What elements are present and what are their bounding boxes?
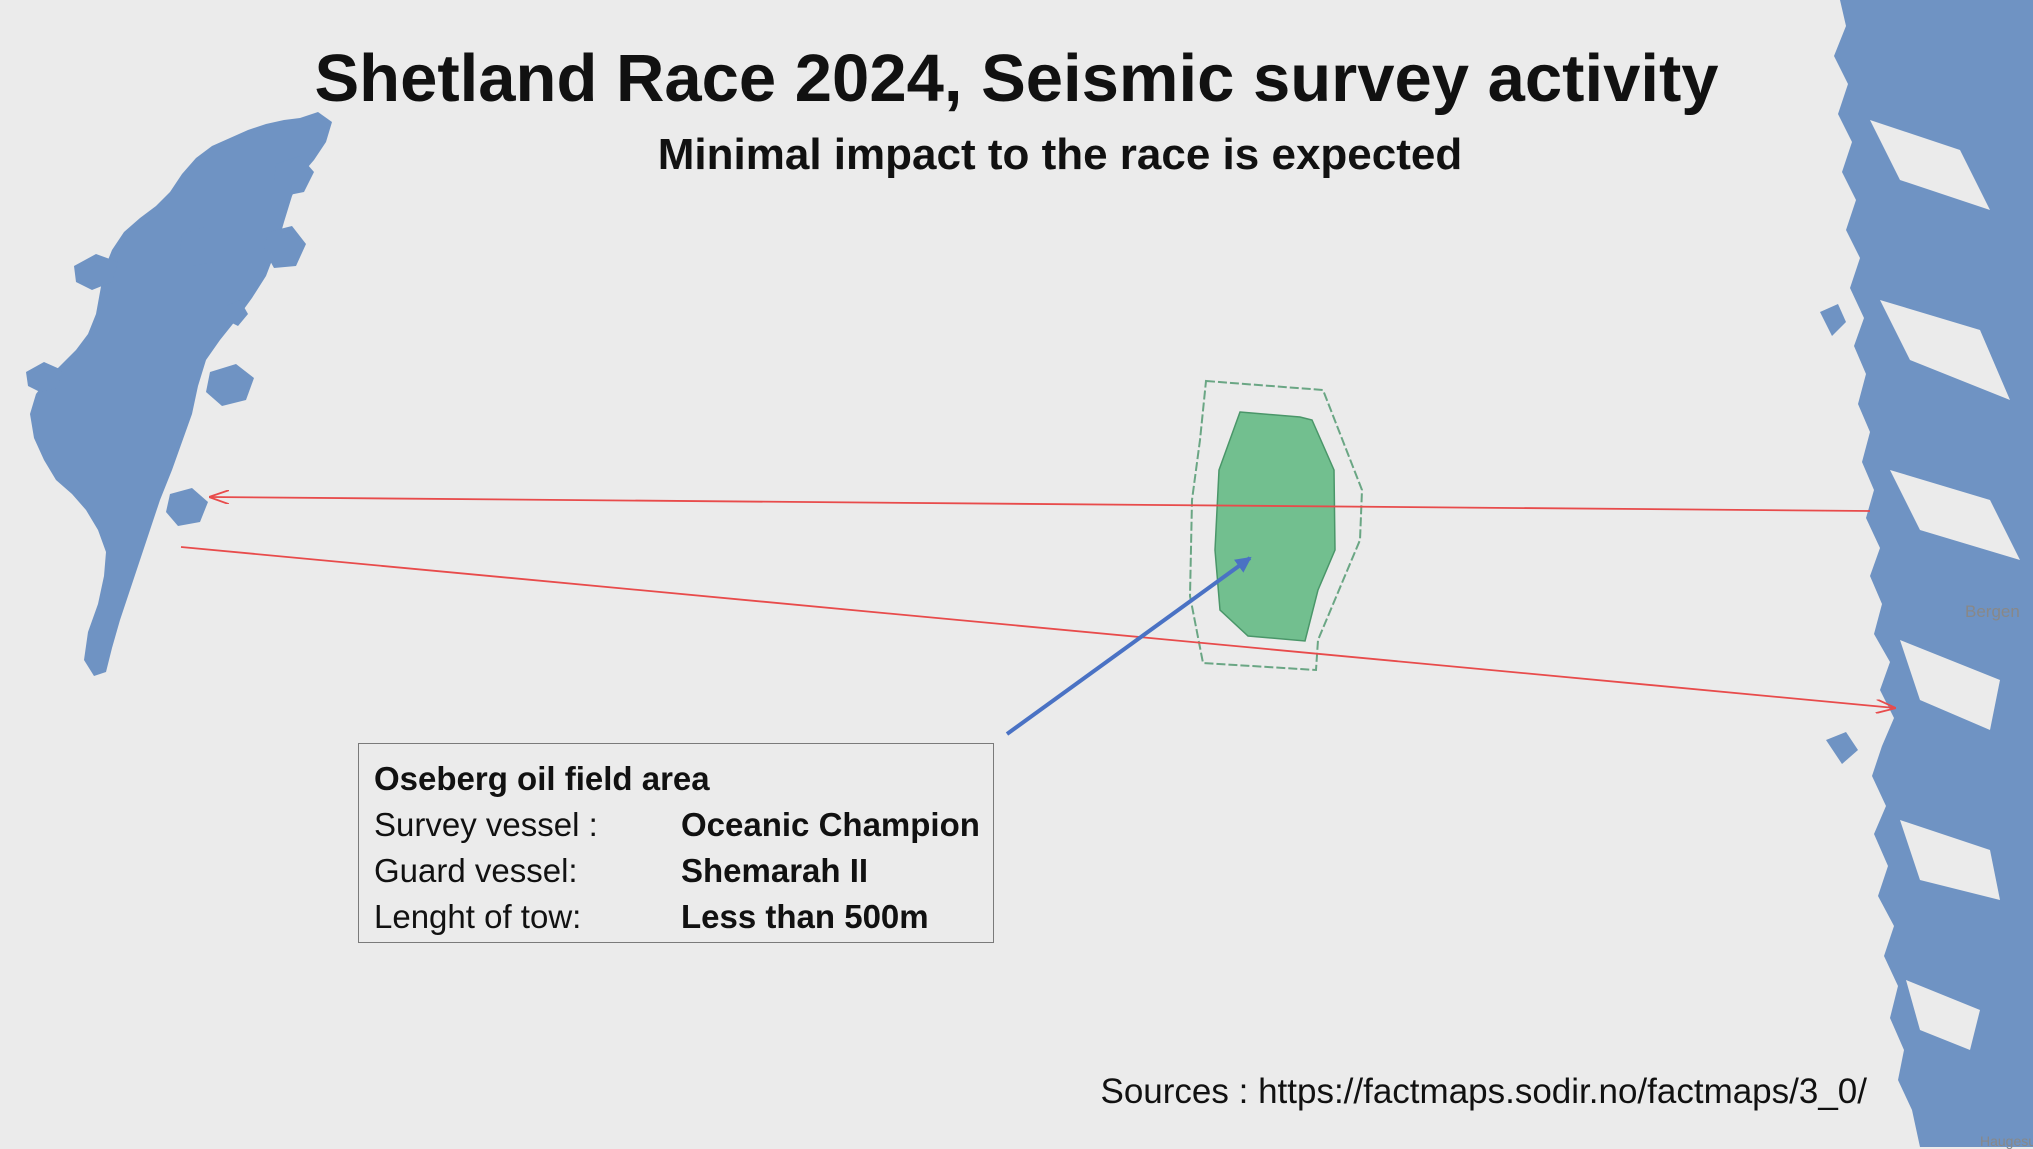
info-row-tow-length: Lenght of tow: Less than 500m: [374, 894, 993, 940]
page-title: Shetland Race 2024, Seismic survey activ…: [314, 41, 1719, 116]
norway-fjords: [1870, 120, 2020, 1050]
info-row-guard-vessel: Guard vessel: Shemarah II: [374, 848, 993, 894]
info-box-heading: Oseberg oil field area: [374, 760, 710, 797]
map-label-bergen: Bergen: [1965, 602, 2020, 621]
info-label: Lenght of tow:: [374, 898, 582, 935]
info-value: Shemarah II: [681, 852, 869, 889]
info-row-survey-vessel: Survey vessel : Oceanic Champion: [374, 802, 993, 848]
sources-text: Sources : https://factmaps.sodir.no/fact…: [1100, 1072, 1868, 1111]
field-pointer-arrow: [1005, 556, 1252, 736]
oseberg-field-area: [1214, 411, 1336, 642]
map-label-bottom-right: Haugesund: [1980, 1133, 2033, 1149]
route-line-eastbound: [180, 546, 1895, 708]
shetland-landmass: [26, 112, 332, 676]
info-value: Oceanic Champion: [681, 806, 980, 843]
info-value: Less than 500m: [681, 898, 929, 935]
info-label: Survey vessel :: [374, 806, 598, 843]
field-info-box: Oseberg oil field area Survey vessel : O…: [358, 743, 994, 943]
page-subtitle: Minimal impact to the race is expected: [657, 130, 1463, 179]
info-label: Guard vessel:: [374, 852, 578, 889]
route-line-westbound: [210, 497, 1871, 512]
survey-area-boundary: [1188, 379, 1364, 672]
